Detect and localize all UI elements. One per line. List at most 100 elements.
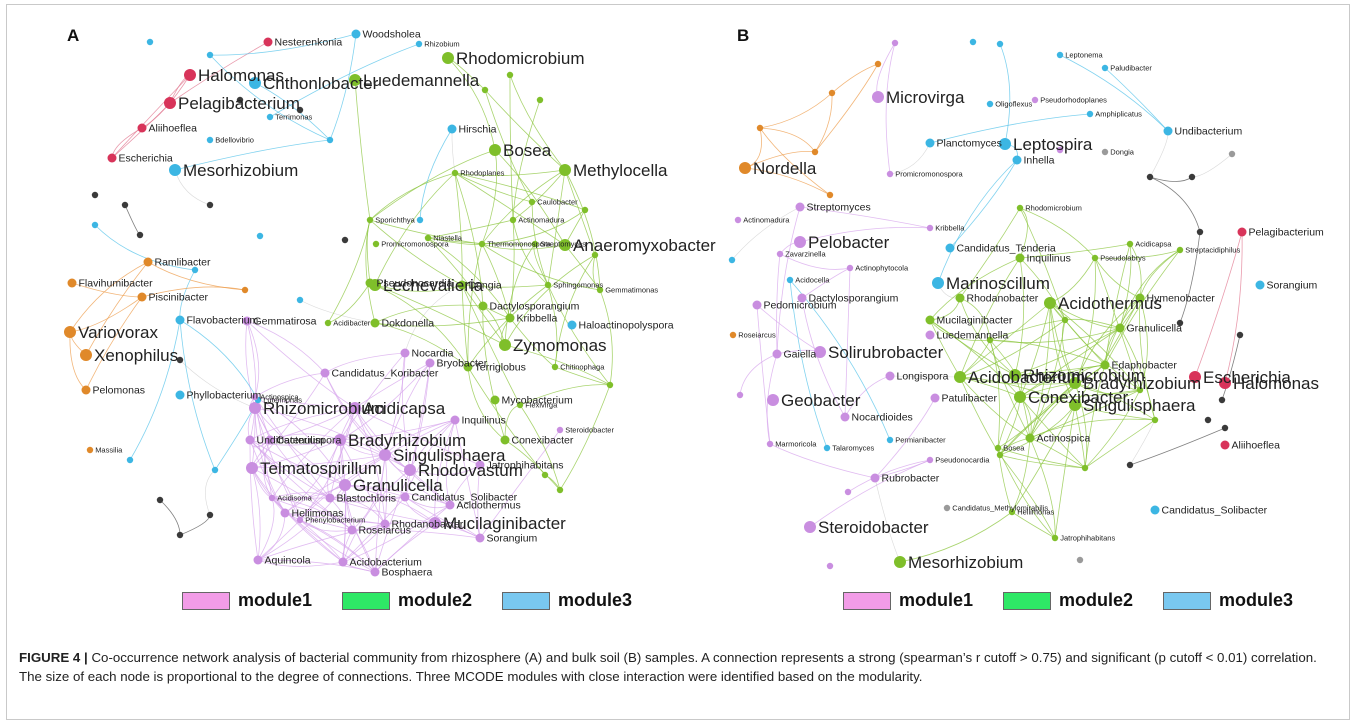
- node: [206, 51, 214, 59]
- node: [211, 466, 219, 474]
- network-edge: [342, 504, 451, 563]
- network-edge: [874, 477, 901, 563]
- network-edge: [1194, 231, 1243, 378]
- node-actinomadura: [734, 216, 742, 224]
- network-edge: [254, 396, 356, 409]
- node: [326, 136, 334, 144]
- network-edge: [251, 372, 326, 469]
- network-labels: HalomonasPelagibacteriumChthonlobacterLu…: [78, 29, 716, 579]
- node-bosea: [994, 444, 1002, 452]
- network-edge: [929, 319, 961, 378]
- node-pedomicrobium: [752, 300, 762, 310]
- node-label-marinoscillum: Marinoscillum: [946, 274, 1050, 293]
- network-edge: [1019, 364, 1106, 398]
- node-label-blastochloris: Blastochloris: [337, 493, 397, 505]
- legend-label-module2: module2: [398, 590, 473, 610]
- node-label-bosphaera: Bosphaera: [382, 567, 433, 579]
- node-label-bosea: Bosea: [1003, 444, 1025, 453]
- node-label-niastella: Niastella: [433, 234, 463, 243]
- node-halomonas: [1219, 377, 1231, 389]
- node-label-acidicapsa: Acidicapsa: [1135, 240, 1172, 249]
- node-luedemannella: [349, 74, 361, 86]
- node-thermomonospora: [478, 240, 486, 248]
- network-edge: [147, 261, 246, 291]
- network-edge: [1019, 302, 1051, 398]
- node-marinoscillum: [932, 277, 944, 289]
- node-aliihoeflea: [137, 123, 147, 133]
- node-label-gemmatimonas: Gemmatimonas: [605, 286, 658, 295]
- node-label-pelobacter: Pelobacter: [808, 233, 890, 252]
- network-edge: [71, 282, 143, 298]
- node-planctomyces: [925, 138, 935, 148]
- network-edge: [1129, 427, 1226, 466]
- network-edge: [284, 512, 353, 531]
- legend-item-module1: module1: [843, 590, 973, 611]
- network-edge: [1019, 327, 1121, 398]
- node-label-rubrobacter: Rubrobacter: [882, 473, 940, 485]
- legend-item-module3: module3: [502, 590, 632, 611]
- node-candidatus-methylomirabilis: [943, 504, 951, 512]
- node-label-nordella: Nordella: [753, 159, 817, 178]
- panel-letter-b: B: [737, 26, 749, 45]
- network-edge: [329, 496, 406, 503]
- network-edge: [374, 469, 411, 573]
- network-edge: [504, 254, 596, 346]
- network-edge: [494, 149, 566, 246]
- network-edge: [447, 57, 496, 151]
- node: [756, 124, 764, 132]
- network-edge: [799, 226, 931, 243]
- network-edge: [85, 261, 149, 356]
- network-edge: [509, 74, 566, 171]
- node-label-gaiella: Gaiella: [784, 349, 817, 361]
- node-label-actinomadura: Actinomadura: [518, 216, 565, 225]
- node-label-microvirga: Microvirga: [886, 88, 965, 107]
- node-label-rhodomicrobium: Rhodomicrobium: [456, 49, 585, 68]
- network-edge: [1119, 249, 1181, 329]
- node-pseudolabrys: [1091, 254, 1099, 262]
- node-label-bryobacter: Bryobacter: [437, 358, 488, 370]
- node-label-granulicella: Granulicella: [353, 476, 443, 495]
- network-edge: [1149, 130, 1169, 178]
- node-granulicella: [339, 479, 351, 491]
- network-edge: [467, 366, 506, 441]
- node-label-mucilaginibacter: Mucilaginibacter: [937, 315, 1013, 327]
- network-edge: [384, 419, 456, 456]
- network-edge: [354, 407, 481, 466]
- node-label-singulisphaera: Singulisphaera: [393, 446, 506, 465]
- node-label-actinomadura: Actinomadura: [743, 216, 790, 225]
- network-edge: [329, 497, 376, 573]
- node-edaphobacter: [1100, 360, 1110, 370]
- node-label-acidobacterium: Acidobacterium: [968, 368, 1085, 387]
- legend-label-module2: module2: [1059, 590, 1134, 610]
- node-label-mesorhizobium: Mesorhizobium: [183, 161, 298, 180]
- node-candidatus-solibacter: [1150, 505, 1160, 515]
- node: [1061, 316, 1069, 324]
- node-flexivirga: [516, 401, 524, 409]
- node-xenophilus: [80, 349, 92, 361]
- network-edge: [559, 384, 611, 491]
- node-gaiella: [772, 349, 782, 359]
- node-luedemannella: [925, 330, 935, 340]
- node: [844, 488, 852, 496]
- node: [1056, 146, 1064, 154]
- node-label-telmatospirillum: Telmatospirillum: [260, 459, 382, 478]
- node-bosphaera: [370, 567, 380, 577]
- network-edge: [251, 454, 386, 469]
- legend-swatch-module1: [843, 591, 891, 610]
- node: [728, 256, 736, 264]
- node-chitinophaga: [551, 363, 559, 371]
- node-acidocella: [786, 276, 794, 284]
- node-label-rhizobium: Rhizobium: [424, 40, 459, 49]
- node-rhodomicrobium: [442, 52, 454, 64]
- node-acidisoma: [268, 494, 276, 502]
- network-edge: [1019, 207, 1096, 259]
- node-hirschia: [447, 124, 457, 134]
- node-label-candidatus-solibacter: Candidatus_Solibacter: [1162, 505, 1268, 517]
- network-edge: [959, 302, 1051, 378]
- network-edge: [789, 279, 828, 449]
- node: [176, 531, 184, 539]
- node-label-inhella: Inhella: [1024, 155, 1055, 167]
- node-label-nocardioides: Nocardioides: [852, 412, 913, 424]
- node-rubrobacter: [870, 473, 880, 483]
- network-edge: [409, 464, 481, 475]
